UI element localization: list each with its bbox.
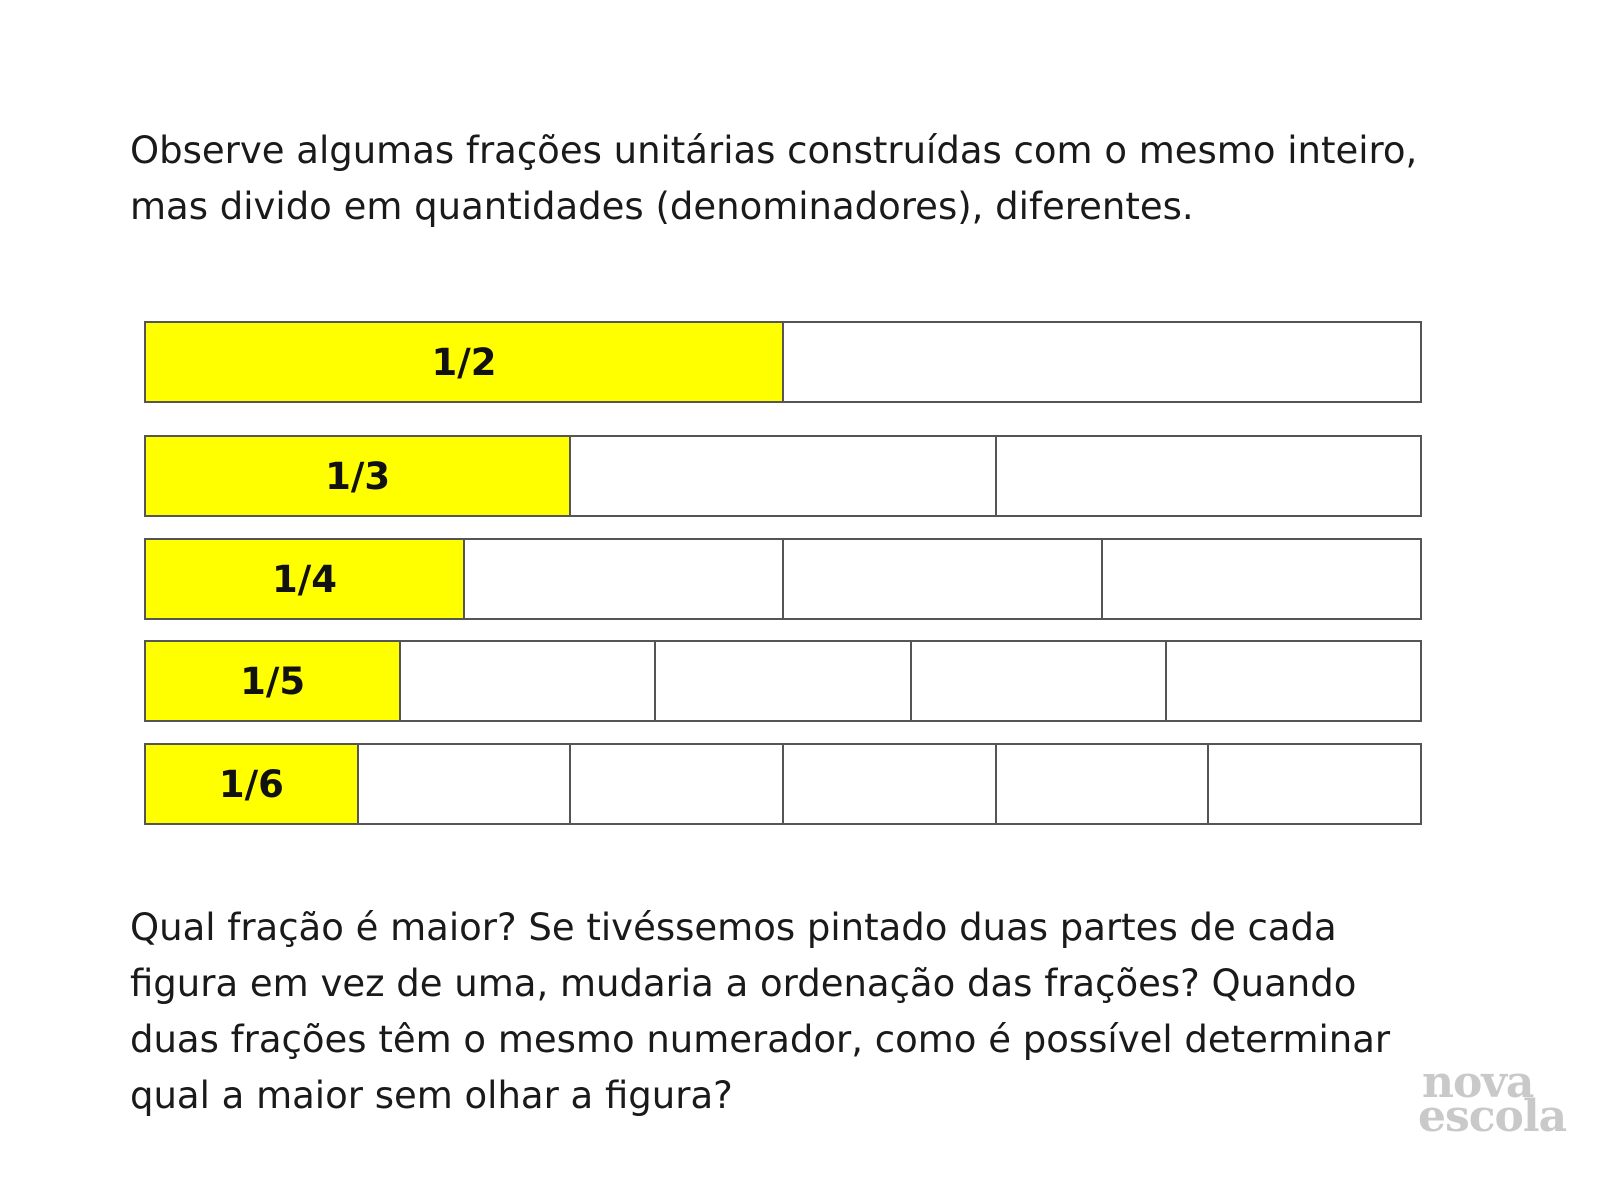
filled-segment: 1/5 — [146, 642, 400, 720]
empty-segment — [782, 745, 995, 823]
fraction-bar-2: 1/2 — [144, 321, 1422, 403]
empty-segment — [399, 642, 655, 720]
empty-segment — [1101, 540, 1420, 618]
empty-segment — [994, 745, 1208, 823]
empty-segment — [356, 745, 570, 823]
empty-segment — [463, 540, 782, 618]
question-paragraph: Qual fração é maior? Se tivéssemos pinta… — [130, 906, 1391, 1117]
filled-segment: 1/6 — [146, 745, 357, 823]
filled-segment: 1/2 — [146, 323, 782, 401]
logo-line-nova: nova — [1422, 1057, 1534, 1108]
fraction-label: 1/4 — [271, 557, 337, 601]
fraction-label: 1/5 — [240, 659, 306, 703]
nova-escola-logo: nova escola — [1418, 1057, 1578, 1142]
fraction-bars: 1/2 1/3 1/4 1/5 1/6 — [144, 0, 1422, 1200]
empty-segment — [994, 437, 1420, 515]
filled-segment: 1/3 — [146, 437, 570, 515]
empty-segment — [909, 642, 1165, 720]
fraction-bar-6: 1/6 — [144, 743, 1422, 825]
empty-segment — [569, 745, 783, 823]
fraction-bar-5: 1/5 — [144, 640, 1422, 722]
empty-segment — [654, 642, 910, 720]
empty-segment — [782, 323, 1420, 401]
empty-segment — [569, 437, 995, 515]
fraction-label: 1/6 — [218, 762, 284, 806]
filled-segment: 1/4 — [146, 540, 463, 618]
fraction-label: 1/2 — [431, 340, 497, 384]
fraction-label: 1/3 — [325, 454, 391, 498]
fraction-bar-3: 1/3 — [144, 435, 1422, 517]
logo-line-escola: escola — [1418, 1091, 1567, 1142]
fraction-bar-4: 1/4 — [144, 538, 1422, 620]
empty-segment — [782, 540, 1101, 618]
empty-segment — [1164, 642, 1421, 720]
intro-paragraph: Observe algumas frações unitárias constr… — [130, 129, 1418, 228]
empty-segment — [1207, 745, 1421, 823]
